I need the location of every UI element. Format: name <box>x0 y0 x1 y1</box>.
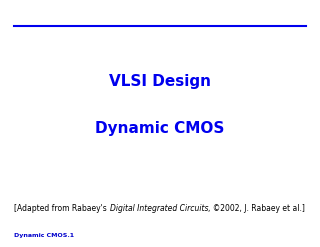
Text: Dynamic CMOS.1: Dynamic CMOS.1 <box>14 233 75 238</box>
Text: [Adapted from Rabaey's: [Adapted from Rabaey's <box>14 204 109 213</box>
Text: , ©2002, J. Rabaey et al.]: , ©2002, J. Rabaey et al.] <box>208 204 305 213</box>
Text: Digital Integrated Circuits: Digital Integrated Circuits <box>109 204 208 213</box>
Text: VLSI Design: VLSI Design <box>109 74 211 89</box>
Text: Dynamic CMOS: Dynamic CMOS <box>95 121 225 136</box>
